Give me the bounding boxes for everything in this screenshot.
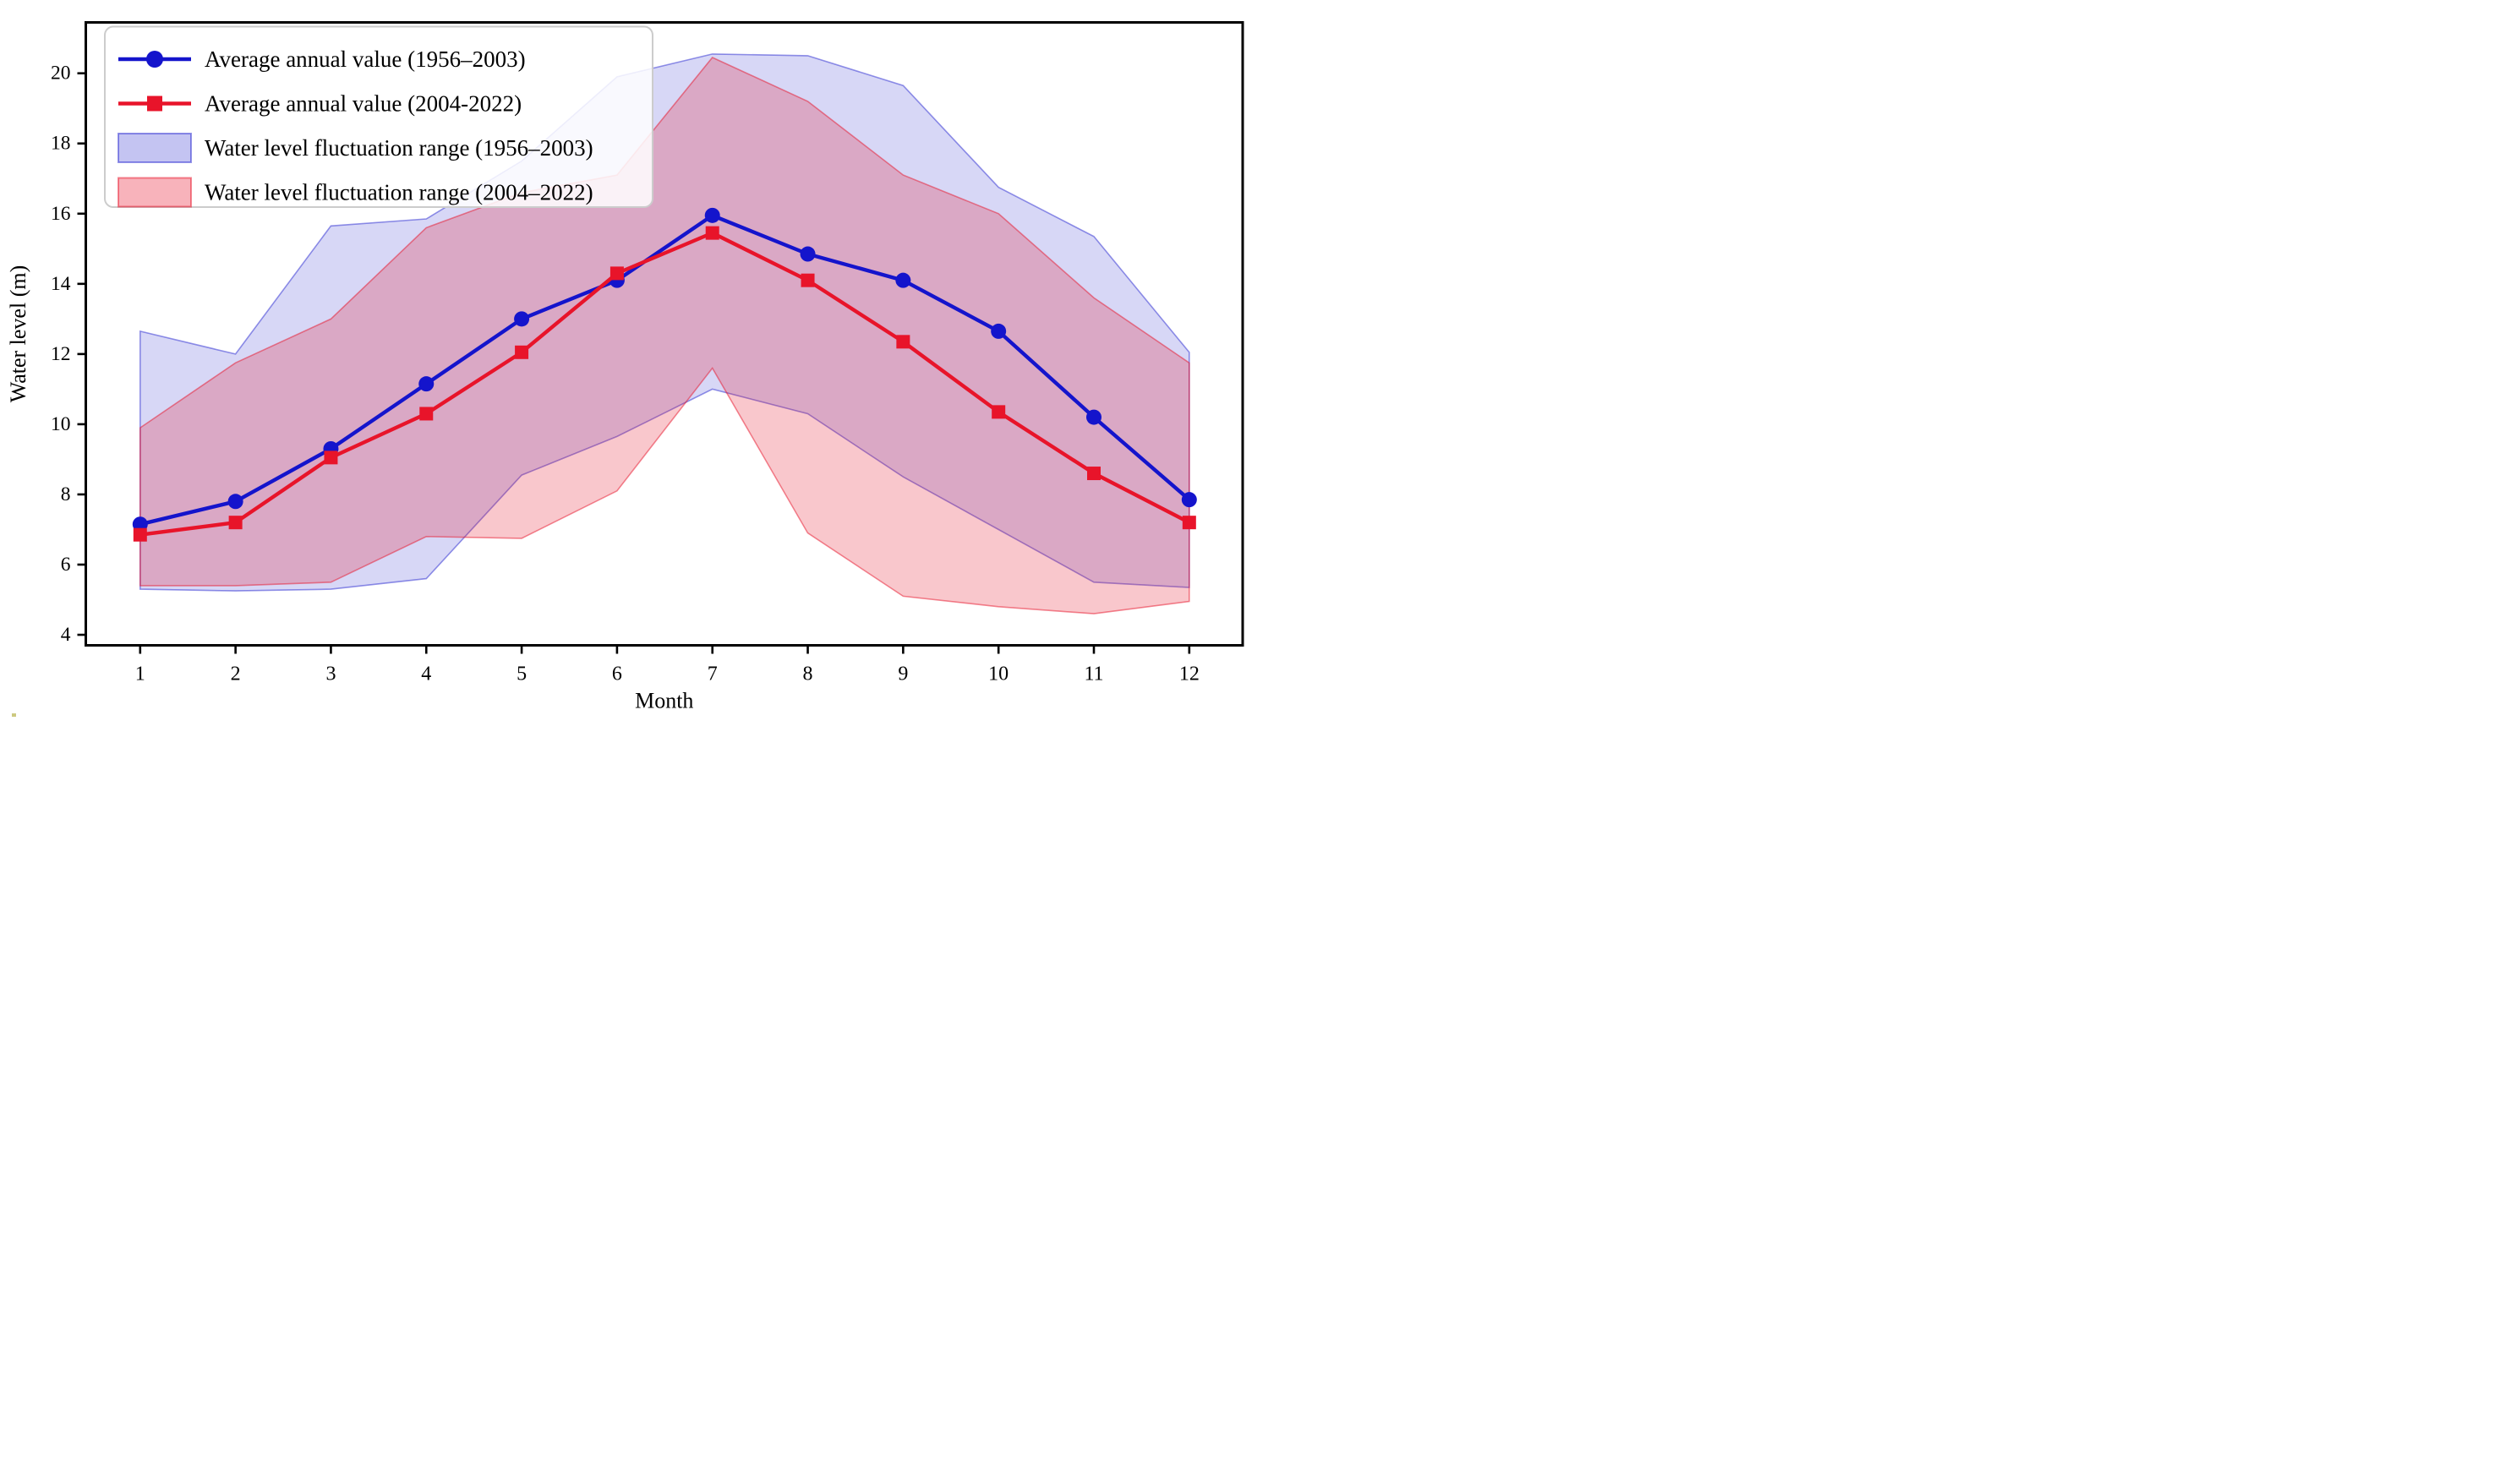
marker-circle <box>1086 409 1102 425</box>
line-2004-2022 <box>139 231 1190 537</box>
marker-square <box>228 516 243 530</box>
marker-square <box>1087 467 1101 481</box>
x-tick-label: 11 <box>1084 663 1103 685</box>
x-tick-label: 7 <box>708 663 718 685</box>
marker-square <box>992 405 1006 419</box>
marker-circle <box>514 311 530 327</box>
legend-band-patch <box>118 133 192 163</box>
corner-artifact <box>12 713 16 717</box>
y-tick-label: 16 <box>51 203 71 225</box>
marker-square <box>801 273 815 287</box>
marker-circle <box>895 272 911 288</box>
legend-band-patch <box>118 177 192 208</box>
y-tick-label: 18 <box>51 133 71 155</box>
marker-square <box>705 226 719 240</box>
legend-label: Average annual value (1956–2003) <box>205 46 526 72</box>
x-tick-label: 4 <box>421 663 431 685</box>
legend-label: Average annual value (2004-2022) <box>205 91 522 117</box>
marker-square <box>1182 516 1196 530</box>
marker-circle <box>418 376 435 392</box>
marker-circle <box>800 246 816 262</box>
legend-marker-square <box>147 96 162 112</box>
x-tick-label: 3 <box>325 663 336 685</box>
marker-square <box>515 345 529 359</box>
legend-box <box>104 25 653 208</box>
line-1956-2003 <box>139 213 1191 527</box>
x-tick-label: 12 <box>1179 663 1200 685</box>
legend-label: Water level fluctuation range (1956–2003… <box>205 135 593 161</box>
x-tick-label: 6 <box>612 663 622 685</box>
marker-circle <box>704 207 720 223</box>
marker-square <box>896 335 910 349</box>
y-axis-title: Water level (m) <box>6 265 30 403</box>
marker-circle <box>227 494 243 510</box>
y-tick-label: 10 <box>51 413 71 435</box>
x-tick-label: 8 <box>803 663 813 685</box>
marker-circle <box>1181 492 1197 508</box>
figure-canvas: 4 6 8 10 12 14 16 18 20 1 2 3 4 5 6 7 8 9 10 11 12 Month Water… <box>0 0 1260 729</box>
x-tick-label: 5 <box>517 663 527 685</box>
marker-square <box>324 451 338 465</box>
legend-marker-circle <box>146 51 163 68</box>
plot-frame <box>85 21 1244 647</box>
legend-label: Water level fluctuation range (2004–2022… <box>205 180 593 205</box>
x-axis-title: Month <box>635 689 693 713</box>
x-tick-label: 10 <box>988 663 1009 685</box>
marker-circle <box>991 323 1007 339</box>
marker-square <box>133 527 147 542</box>
y-tick-label: 14 <box>51 273 71 295</box>
y-tick-label: 20 <box>51 63 71 85</box>
y-tick-label: 6 <box>61 554 71 576</box>
y-tick-label: 12 <box>51 343 71 365</box>
y-tick-label: 4 <box>61 624 71 646</box>
x-tick-label: 1 <box>135 663 145 685</box>
x-tick-label: 9 <box>898 663 908 685</box>
y-tick-label: 8 <box>61 483 71 505</box>
x-tick-label: 2 <box>231 663 241 685</box>
marker-square <box>610 266 624 281</box>
marker-square <box>419 407 434 421</box>
